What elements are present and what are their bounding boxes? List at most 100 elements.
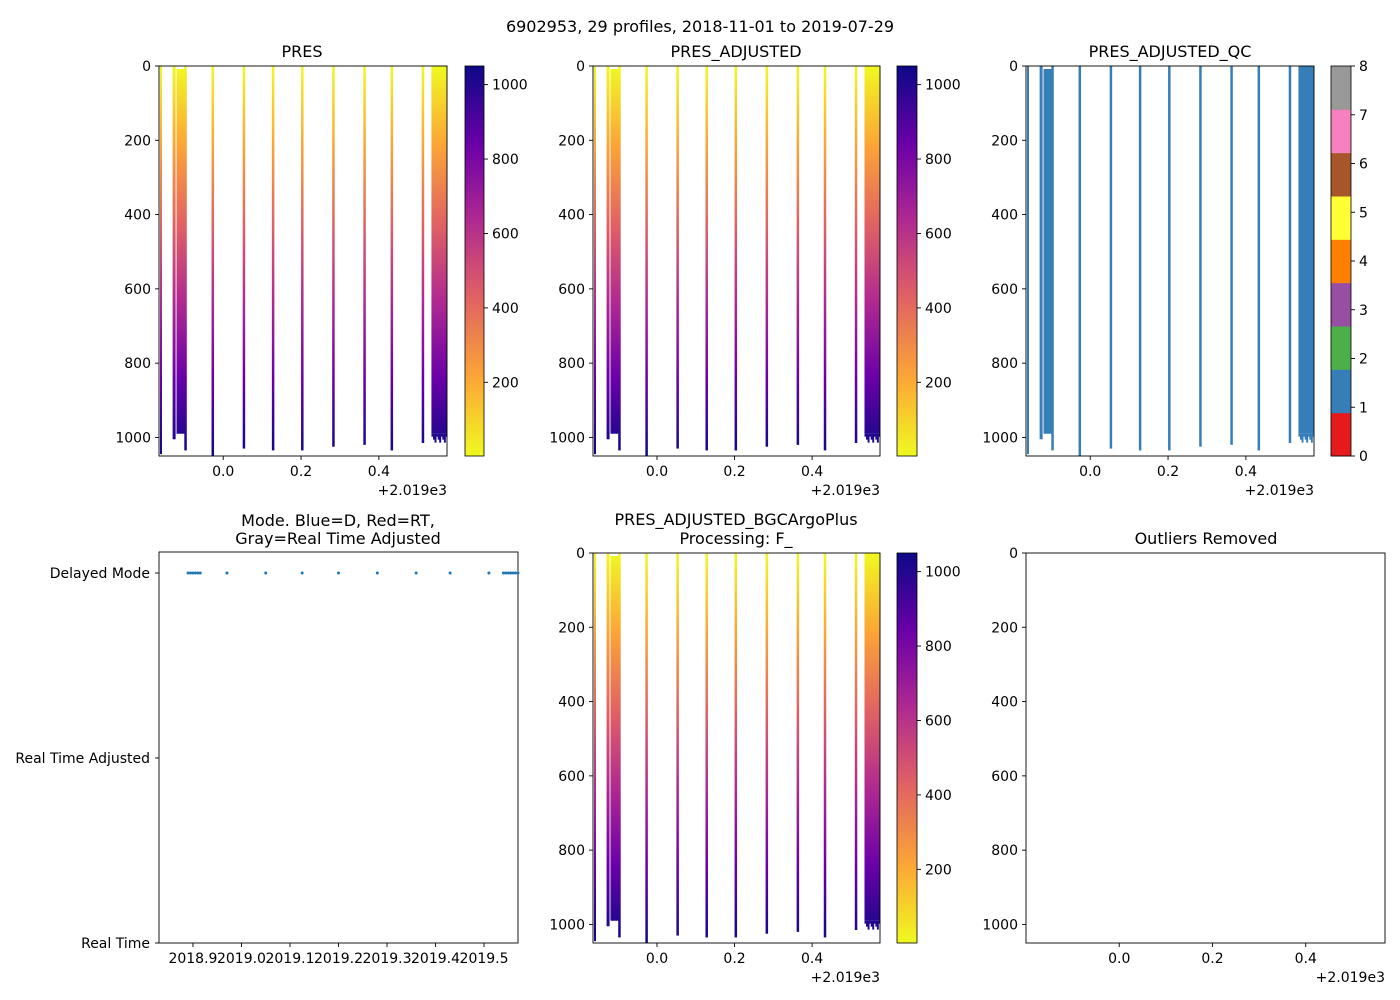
profile-block (864, 433, 867, 437)
y-tick-label: 400 (558, 208, 585, 224)
x-offset-label: +2.019e3 (811, 483, 880, 499)
colorbar-tick-label: 200 (492, 375, 519, 391)
profile-stripe (616, 69, 619, 434)
mode-point (196, 571, 200, 575)
profile-block (1298, 433, 1301, 437)
colorbar-tick-label: 200 (925, 375, 952, 391)
mode-point (191, 571, 195, 575)
colorbar-tick-label: 3 (1359, 303, 1368, 319)
mode-point (337, 571, 340, 575)
profile-stripe (705, 66, 708, 451)
y-tick-label: 0 (576, 546, 585, 562)
colorbar-tick-label: 5 (1359, 205, 1368, 221)
profile-block (445, 433, 448, 437)
colorbar-tick-label: 1000 (925, 78, 961, 94)
profile-block (864, 920, 867, 924)
profile-stripe (1043, 69, 1047, 434)
profile-stripe (854, 553, 858, 930)
panel-mode: Mode. Blue=D, Red=RT, Gray=Real Time Adj… (15, 511, 520, 967)
figure-suptitle: 6902953, 29 profiles, 2018-11-01 to 2019… (506, 17, 894, 36)
profile-stripe (606, 66, 610, 440)
colorbar-tick-label: 800 (492, 152, 519, 168)
x-offset-label: +2.019e3 (1316, 970, 1385, 986)
profile-stripe (1027, 66, 1029, 455)
y-tick-label: 400 (991, 208, 1018, 224)
qc-color-segment (1331, 109, 1351, 154)
profile-stripe (614, 69, 617, 434)
profile-block (1307, 433, 1310, 437)
colorbar-tick-label: 8 (1359, 59, 1368, 75)
profile-block (873, 920, 876, 924)
profile-stripe (178, 69, 181, 434)
profile-block (434, 433, 437, 443)
y-tick-label: 200 (558, 133, 585, 149)
y-tick-label: 0 (142, 59, 151, 75)
y-tick-label: Real Time Adjusted (15, 751, 150, 767)
profile-stripe (271, 66, 275, 451)
mode-point (514, 571, 518, 575)
x-tick-label: 2019.0 (217, 951, 266, 967)
colorbar-tick-label: 400 (925, 301, 952, 317)
panel-title: PRES (281, 42, 322, 61)
profile-stripe (242, 66, 246, 449)
axes-frame (1025, 65, 1315, 457)
colorbar-tick-label: 6 (1359, 157, 1368, 173)
y-tick-label: 400 (558, 695, 585, 711)
profile-stripe (1257, 66, 1261, 451)
y-tick-label: 800 (124, 356, 151, 372)
y-tick-label: 200 (124, 133, 151, 149)
colorbar-tick-label: 600 (925, 226, 952, 242)
panel-title: PRES_ADJUSTED_QC (1089, 42, 1252, 62)
y-tick-label: 600 (558, 769, 585, 785)
profile-stripe (645, 66, 648, 456)
profile-stripe (612, 69, 615, 434)
y-tick-label: 600 (124, 282, 151, 298)
qc-color-segment (1331, 66, 1351, 110)
x-offset-label: +2.019e3 (378, 483, 447, 499)
profile-stripe (606, 553, 610, 927)
mode-point (186, 571, 190, 575)
profile-block (442, 433, 445, 440)
profile-stripe (645, 553, 648, 943)
profile-block (1303, 433, 1306, 437)
profile-block (876, 920, 879, 930)
profile-stripe (1047, 69, 1050, 434)
y-tick-label: Delayed Mode (50, 566, 150, 582)
y-tick-label: 600 (991, 282, 1018, 298)
profile-stripe (610, 556, 613, 921)
x-tick-label: 0.0 (1108, 951, 1130, 967)
colorbar-ticks: 200 400 600 800 1000 (484, 78, 528, 391)
y-tick-label: 1000 (549, 917, 585, 933)
axes-frame (592, 552, 881, 944)
colorbar-tick-label: 0 (1359, 449, 1368, 465)
mode-point (516, 571, 520, 575)
profile-stripe (182, 69, 185, 434)
x-tick-label: 0.2 (723, 951, 745, 967)
profile-block (872, 920, 875, 930)
y-tick-label: 800 (558, 356, 585, 372)
profile-stripe (614, 556, 617, 921)
y-tick-label: 0 (1009, 546, 1018, 562)
x-tick-label: 0.4 (1295, 951, 1317, 967)
colorbar-ticks: 200 400 600 800 1000 (917, 565, 961, 878)
plot-area: 0 200 400 600 800 1000 0.0 0.2 0.4 +2.019e3 (982, 546, 1386, 986)
x-tick-label: 0.2 (1157, 464, 1179, 480)
profile-block (1304, 433, 1307, 440)
axes-frame (158, 65, 448, 457)
profile-block (878, 433, 881, 437)
axes-frame (158, 551, 519, 944)
mode-point (487, 571, 491, 575)
plot-area: 0 200 400 600 800 1000 0.0 0.2 0.4 +2.019e3 (549, 546, 881, 986)
y-tick-label: 1000 (115, 430, 151, 446)
mode-point (225, 571, 229, 575)
profile-block (866, 433, 868, 440)
colorbar-tick-label: 800 (925, 639, 952, 655)
panel-title-line-1: Mode. Blue=D, Red=RT, (241, 511, 435, 530)
x-tick-label: 2019.3 (363, 951, 412, 967)
qc-color-segment (1331, 239, 1351, 284)
profile-stripe (1109, 66, 1113, 449)
profile-stripe (1168, 66, 1171, 451)
profile-stripe (616, 556, 619, 921)
profile-block (869, 433, 872, 437)
